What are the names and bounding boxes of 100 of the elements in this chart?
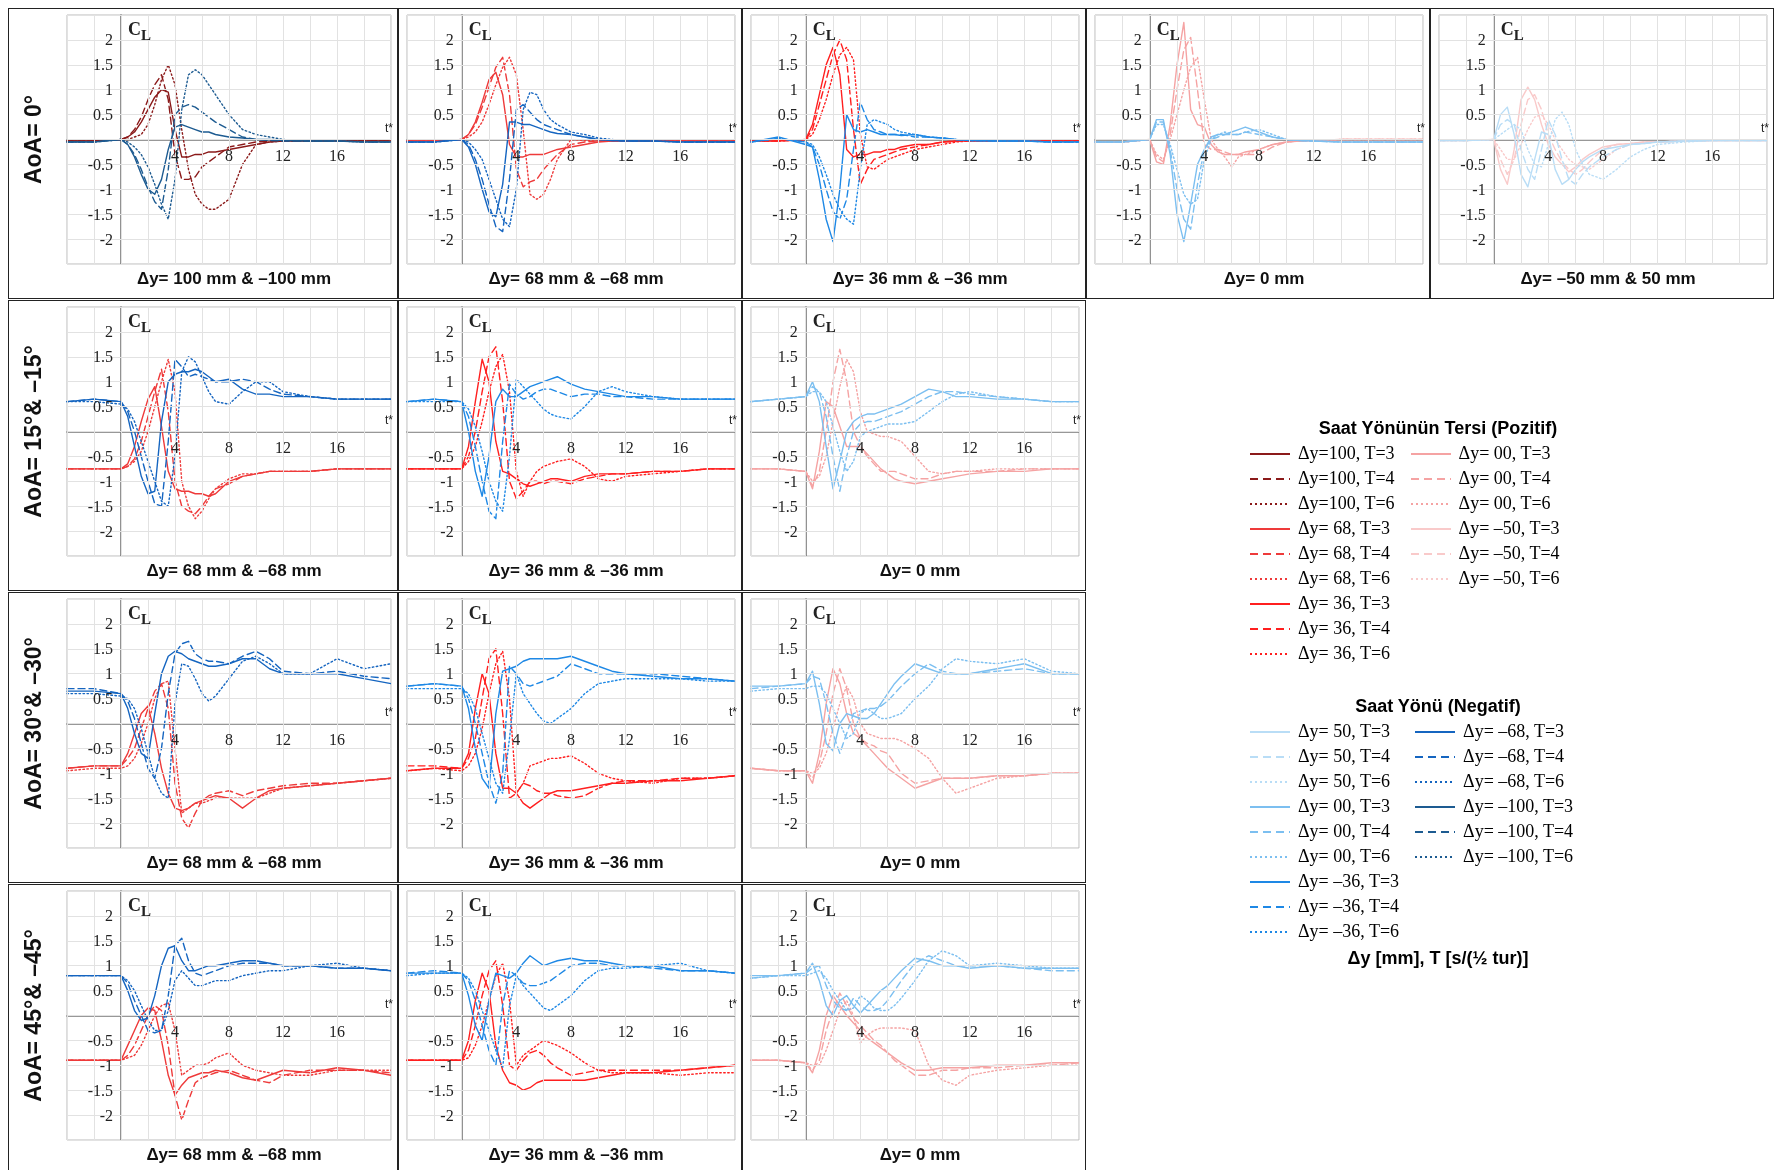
- y-axis-title: C$_{L}$: [1500, 19, 1524, 45]
- x-tick-label: 8: [567, 439, 575, 456]
- x-tick-label: 12: [961, 731, 978, 748]
- y-tick-label: -1: [1128, 180, 1142, 198]
- y-tick-label: -2: [440, 1106, 454, 1124]
- y-tick-label: -0.5: [1116, 155, 1142, 173]
- y-tick-label: -1: [784, 1056, 798, 1074]
- y-tick-label: -0.5: [87, 447, 113, 465]
- y-tick-label: -1.5: [87, 205, 113, 223]
- x-tick-label: 16: [1016, 147, 1033, 164]
- x-tick-label: 16: [672, 1023, 689, 1040]
- y-tick-label: -1.5: [772, 789, 798, 807]
- y-tick-label: 1: [445, 957, 454, 975]
- y-tick-label: 2: [789, 907, 798, 925]
- text: Δy [mm], T [s/(½ tur)]: [1346, 948, 1530, 969]
- x-tick-label: 8: [1255, 147, 1263, 164]
- x-tick-label: 4: [512, 731, 521, 748]
- x-tick-label: 16: [329, 1023, 345, 1040]
- x-tick-label: 12: [275, 1023, 291, 1040]
- y-tick-label: 0.5: [93, 106, 113, 124]
- text: Δy= 00, T=3: [1458, 443, 1551, 463]
- text: Δy= –100, T=4: [1463, 821, 1574, 841]
- y-tick-label: 0.5: [1121, 106, 1142, 124]
- y-tick-label: 2: [789, 31, 798, 49]
- y-tick-label: 2: [789, 323, 798, 341]
- x-tick-label: 8: [225, 439, 233, 456]
- y-tick-label: 1.5: [777, 640, 798, 658]
- y-tick-label: -1: [440, 472, 454, 490]
- x-tick-label: 4: [856, 731, 865, 748]
- y-tick-label: -1: [440, 180, 454, 198]
- text: Δy= 00, T=4: [1458, 468, 1551, 488]
- text: Δy= 00, T=3: [1298, 796, 1391, 816]
- text: Δy= –50, T=3: [1458, 518, 1560, 538]
- text: Δy= 00, T=6: [1298, 846, 1391, 866]
- y-tick-label: 2: [1133, 31, 1142, 49]
- y-tick-label: 0.5: [777, 106, 798, 124]
- y-tick-label: 1.5: [93, 640, 113, 658]
- x-tick-label: 12: [961, 439, 978, 456]
- x-tick-label: 8: [911, 1023, 919, 1040]
- y-tick-label: 2: [105, 31, 113, 49]
- y-tick-label: 2: [445, 615, 454, 633]
- text: Saat Yönü (Negatif): [1354, 696, 1522, 717]
- text: Δy= 68, T=6: [1298, 568, 1391, 588]
- y-tick-label: 1.5: [777, 932, 798, 950]
- x-tick-label: 12: [1305, 147, 1322, 164]
- y-tick-label: -2: [440, 814, 454, 832]
- y-tick-label: 1: [1477, 81, 1486, 99]
- text: Saat Yönünün Tersi (Pozitif): [1317, 418, 1559, 439]
- text: Δy= 50, T=6: [1298, 771, 1391, 791]
- x-tick-label: 12: [961, 147, 978, 164]
- x-tick-label: 4: [171, 731, 179, 748]
- x-tick-label: 16: [329, 147, 345, 164]
- y-tick-label: 2: [445, 31, 454, 49]
- text: AoA= 30°& –30°: [20, 637, 46, 810]
- text: Δy= 68 mm & –68 mm: [146, 1145, 322, 1164]
- y-tick-label: 1: [789, 81, 798, 99]
- y-tick-label: -1: [99, 180, 113, 198]
- text: Δy= 0 mm: [879, 1145, 961, 1164]
- y-tick-label: -2: [440, 522, 454, 540]
- x-axis-title: t*: [384, 996, 394, 1011]
- text: Δy= 36, T=6: [1298, 643, 1391, 663]
- y-tick-label: 1: [105, 957, 113, 975]
- x-tick-label: 16: [672, 439, 689, 456]
- text: AoA= 45°& –45°: [20, 929, 46, 1102]
- x-tick-label: 16: [1360, 147, 1377, 164]
- y-tick-label: 0.5: [433, 106, 454, 124]
- text: Δy= 68 mm & –68 mm: [146, 561, 322, 580]
- y-tick-label: -2: [784, 1106, 798, 1124]
- y-tick-label: 1: [105, 665, 113, 683]
- y-tick-label: -1: [99, 472, 113, 490]
- y-tick-label: 1: [445, 81, 454, 99]
- x-tick-label: 4: [171, 439, 179, 456]
- x-tick-label: 4: [1200, 147, 1209, 164]
- y-axis-title: C$_{L}$: [1156, 19, 1180, 45]
- y-tick-label: 0.5: [777, 982, 798, 1000]
- x-axis-title: t*: [1072, 120, 1082, 135]
- text: Δy= 50, T=4: [1298, 746, 1391, 766]
- text: Δy= 0 mm: [879, 561, 961, 580]
- y-axis-title: C$_{L}$: [812, 603, 836, 629]
- x-tick-label: 8: [225, 147, 233, 164]
- y-tick-label: -1.5: [772, 1081, 798, 1099]
- y-tick-label: 0.5: [777, 398, 798, 416]
- text: Δy= –100, T=6: [1463, 846, 1574, 866]
- y-tick-label: -0.5: [428, 1031, 454, 1049]
- x-axis-title: t*: [1072, 412, 1082, 427]
- text: Δy= 36 mm & –36 mm: [832, 269, 1008, 288]
- y-tick-label: -1: [440, 1056, 454, 1074]
- y-tick-label: -0.5: [87, 1031, 113, 1049]
- y-tick-label: -2: [1472, 230, 1486, 248]
- y-tick-label: 0.5: [433, 690, 454, 708]
- text: Δy= –100, T=3: [1463, 796, 1574, 816]
- x-tick-label: 12: [617, 439, 634, 456]
- text: Δy= 36 mm & –36 mm: [488, 853, 664, 872]
- y-tick-label: 2: [445, 907, 454, 925]
- y-tick-label: 1: [1133, 81, 1142, 99]
- y-tick-label: 0.5: [93, 690, 113, 708]
- x-tick-label: 16: [1016, 1023, 1033, 1040]
- text: Δy= 68 mm & –68 mm: [488, 269, 664, 288]
- y-tick-label: 1.5: [1121, 56, 1142, 74]
- x-axis-title: t*: [384, 704, 394, 719]
